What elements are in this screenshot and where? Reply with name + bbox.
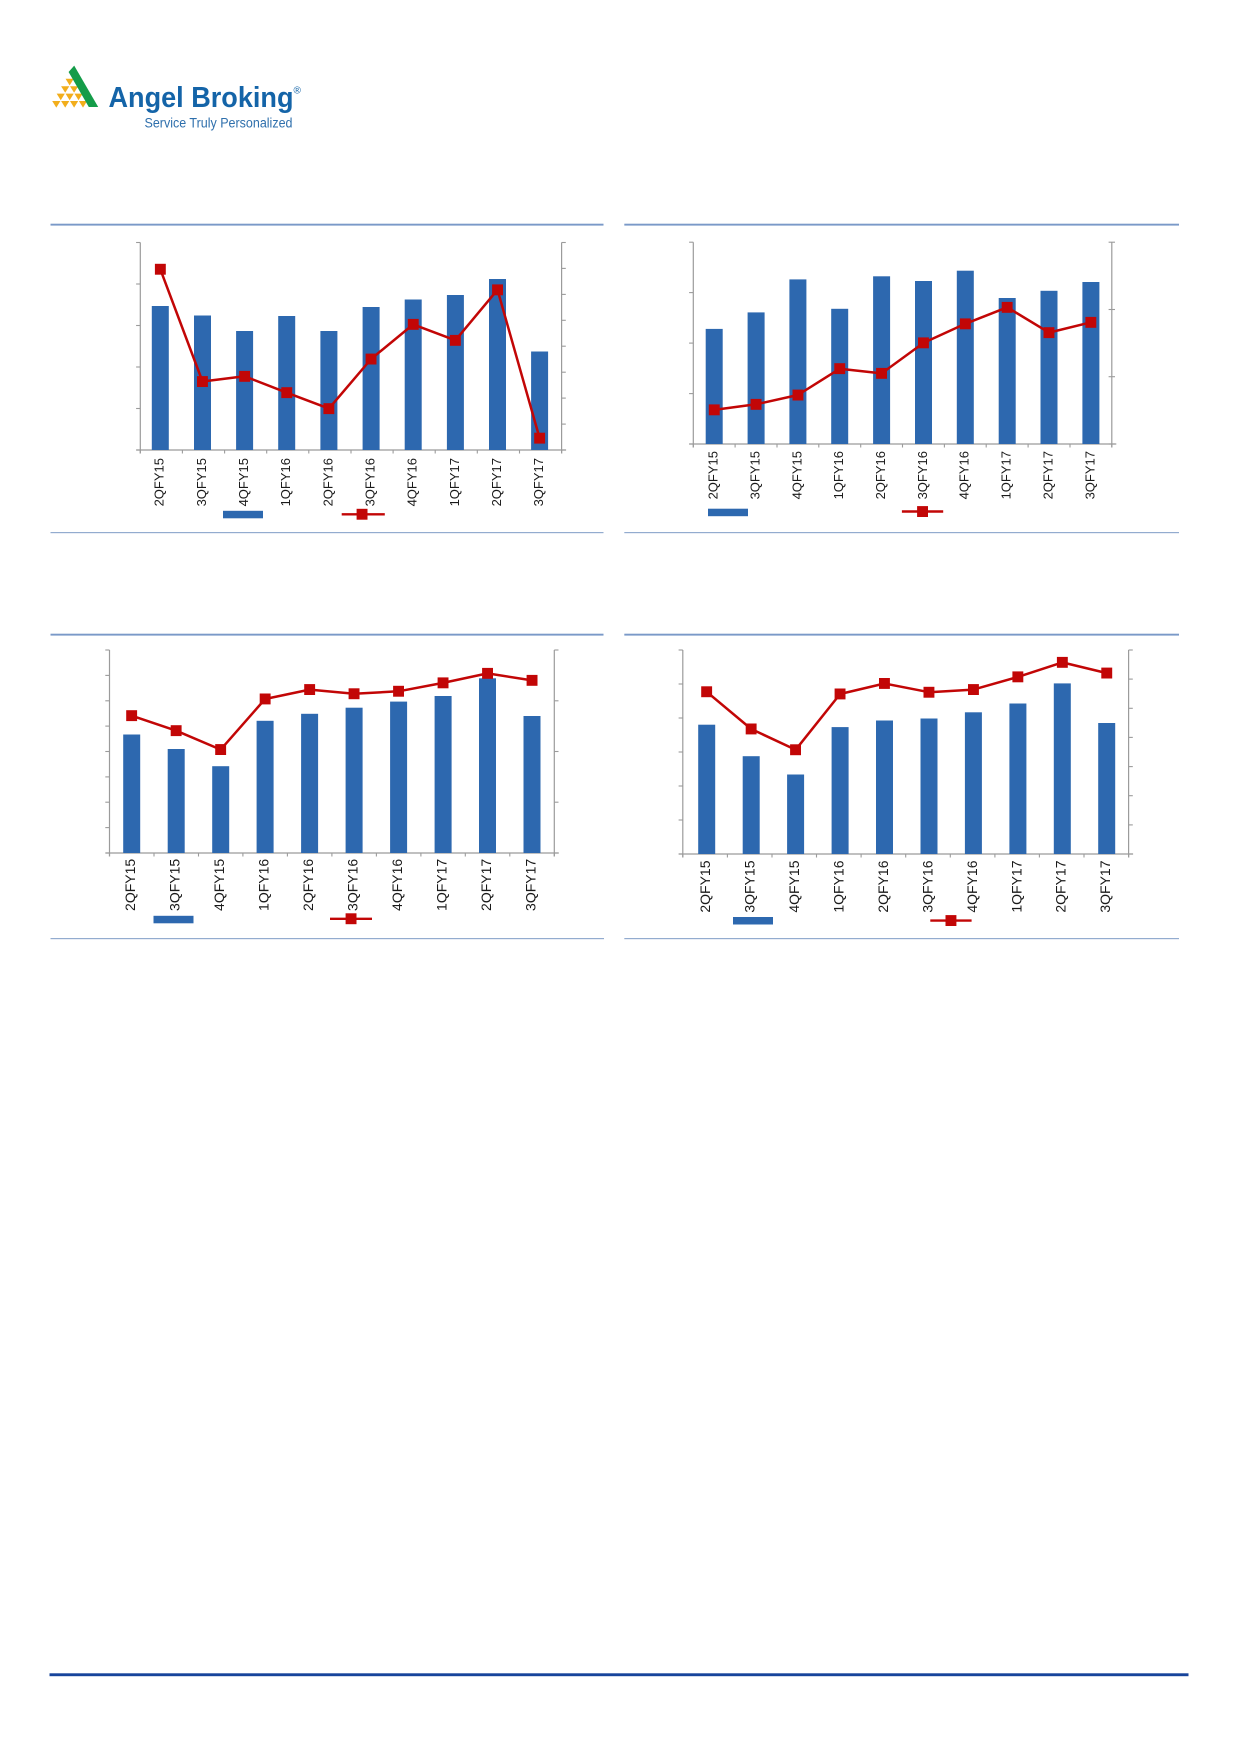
svg-text:3QFY17: 3QFY17 — [1082, 451, 1097, 499]
svg-text:3QFY17: 3QFY17 — [531, 458, 546, 506]
svg-text:1QFY16: 1QFY16 — [831, 860, 847, 912]
svg-text:3QFY16: 3QFY16 — [919, 860, 935, 912]
svg-text:3QFY16: 3QFY16 — [362, 458, 377, 506]
svg-text:2QFY17: 2QFY17 — [478, 859, 494, 911]
svg-text:4QFY15: 4QFY15 — [211, 859, 227, 911]
svg-text:4QFY15: 4QFY15 — [786, 860, 802, 912]
svg-text:4QFY16: 4QFY16 — [405, 458, 420, 506]
svg-text:1QFY16: 1QFY16 — [278, 458, 293, 506]
svg-text:3QFY17: 3QFY17 — [1097, 860, 1113, 912]
svg-text:4QFY16: 4QFY16 — [964, 860, 980, 912]
svg-text:1QFY17: 1QFY17 — [447, 458, 462, 506]
svg-text:2QFY15: 2QFY15 — [152, 458, 167, 506]
svg-text:3QFY16: 3QFY16 — [345, 859, 361, 911]
svg-text:3QFY15: 3QFY15 — [748, 451, 763, 499]
svg-text:2QFY16: 2QFY16 — [875, 860, 891, 912]
svg-text:1QFY17: 1QFY17 — [434, 859, 450, 911]
svg-text:Service Truly Personalized: Service Truly Personalized — [145, 116, 293, 132]
svg-text:4QFY16: 4QFY16 — [957, 451, 972, 499]
svg-text:2QFY15: 2QFY15 — [697, 860, 713, 912]
svg-text:1QFY16: 1QFY16 — [831, 451, 846, 499]
svg-text:4QFY15: 4QFY15 — [789, 451, 804, 499]
svg-text:2QFY15: 2QFY15 — [706, 451, 721, 499]
svg-text:4QFY15: 4QFY15 — [236, 458, 251, 506]
svg-text:4QFY16: 4QFY16 — [389, 859, 405, 911]
svg-text:3QFY15: 3QFY15 — [167, 859, 183, 911]
svg-text:2QFY17: 2QFY17 — [1040, 451, 1055, 499]
svg-text:2QFY16: 2QFY16 — [873, 451, 888, 499]
svg-text:2QFY17: 2QFY17 — [1053, 860, 1069, 912]
svg-text:2QFY17: 2QFY17 — [489, 458, 504, 506]
svg-text:3QFY15: 3QFY15 — [194, 458, 209, 506]
svg-text:Angel Broking: Angel Broking — [109, 82, 294, 114]
svg-text:1QFY17: 1QFY17 — [1008, 860, 1024, 912]
svg-text:2QFY16: 2QFY16 — [300, 859, 316, 911]
svg-text:2QFY16: 2QFY16 — [320, 458, 335, 506]
svg-text:1QFY16: 1QFY16 — [256, 859, 272, 911]
svg-text:1QFY17: 1QFY17 — [999, 451, 1014, 499]
svg-text:3QFY15: 3QFY15 — [742, 860, 758, 912]
svg-text:®: ® — [294, 86, 302, 97]
svg-text:3QFY16: 3QFY16 — [915, 451, 930, 499]
svg-text:3QFY17: 3QFY17 — [522, 859, 538, 911]
svg-text:2QFY15: 2QFY15 — [122, 859, 138, 911]
